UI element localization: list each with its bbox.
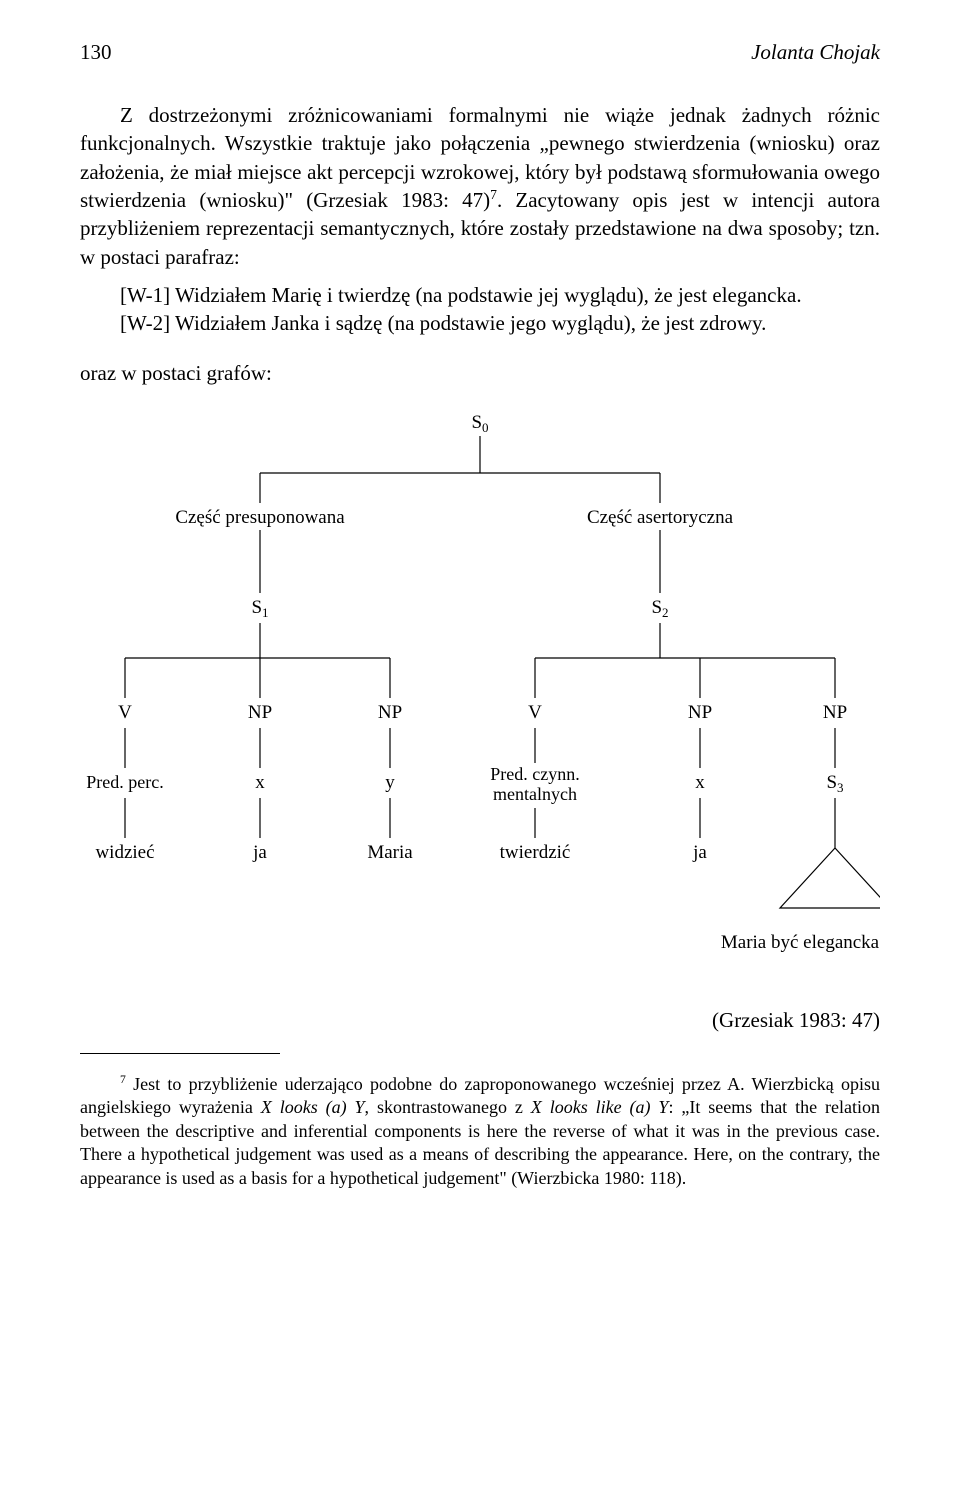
- body-text: Z dostrzeżonymi zróżnicowaniami formalny…: [80, 101, 880, 387]
- leaf-maria: Maria: [367, 842, 413, 863]
- node-s0: S0: [471, 412, 488, 435]
- leaf-widziec: widzieć: [95, 842, 154, 863]
- node-np-right2: NP: [823, 702, 847, 723]
- page: 130 Jolanta Chojak Z dostrzeżonymi zróżn…: [0, 0, 960, 1238]
- diagram-citation: (Grzesiak 1983: 47): [80, 1008, 880, 1033]
- node-assertoric: Część asertoryczna: [587, 507, 734, 528]
- paragraph-1: Z dostrzeżonymi zróżnicowaniami formalny…: [80, 101, 880, 271]
- node-x-right: x: [695, 772, 705, 793]
- triangle-abbrev: [780, 848, 880, 908]
- node-x-left: x: [255, 772, 265, 793]
- node-np-left1: NP: [248, 702, 272, 723]
- leaf-twierdzic: twierdzić: [500, 842, 571, 863]
- tree-diagram: S0 Część presuponowana Część asertoryczn…: [80, 408, 880, 988]
- node-np-left2: NP: [378, 702, 402, 723]
- footnote-italic-1: X looks (a) Y: [261, 1097, 365, 1117]
- footnote-separator: [80, 1053, 280, 1054]
- leaf-maria-elegancka: Maria być elegancka: [721, 932, 880, 953]
- leaf-ja-left: ja: [252, 842, 267, 863]
- footnote-ref-7: 7: [490, 187, 497, 202]
- footnote-text-2: , skontrastowanego z: [365, 1097, 531, 1117]
- footnote-italic-2: X looks like (a) Y: [531, 1097, 669, 1117]
- node-pred-czynn-2: mentalnych: [493, 784, 577, 804]
- node-s1: S1: [251, 597, 268, 620]
- node-np-right1: NP: [688, 702, 712, 723]
- node-s3: S3: [826, 772, 843, 795]
- paragraph-2: oraz w postaci grafów:: [80, 359, 880, 387]
- node-y: y: [385, 772, 395, 793]
- node-presupposed: Część presuponowana: [175, 507, 345, 528]
- node-pred-perc: Pred. perc.: [86, 772, 163, 792]
- node-v-right: V: [528, 702, 542, 723]
- example-w2: [W-2] Widziałem Janka i sądzę (na podsta…: [80, 309, 880, 337]
- footnote-7: 7 Jest to przybliżenie uderzająco podobn…: [80, 1072, 880, 1190]
- leaf-ja-right: ja: [692, 842, 707, 863]
- running-header: 130 Jolanta Chojak: [80, 40, 880, 65]
- page-number: 130: [80, 40, 112, 65]
- example-w1: [W-1] Widziałem Marię i twierdzę (na pod…: [80, 281, 880, 309]
- node-v-left: V: [118, 702, 132, 723]
- running-head-author: Jolanta Chojak: [751, 40, 880, 65]
- node-pred-czynn-1: Pred. czynn.: [490, 764, 579, 784]
- node-s2: S2: [651, 597, 668, 620]
